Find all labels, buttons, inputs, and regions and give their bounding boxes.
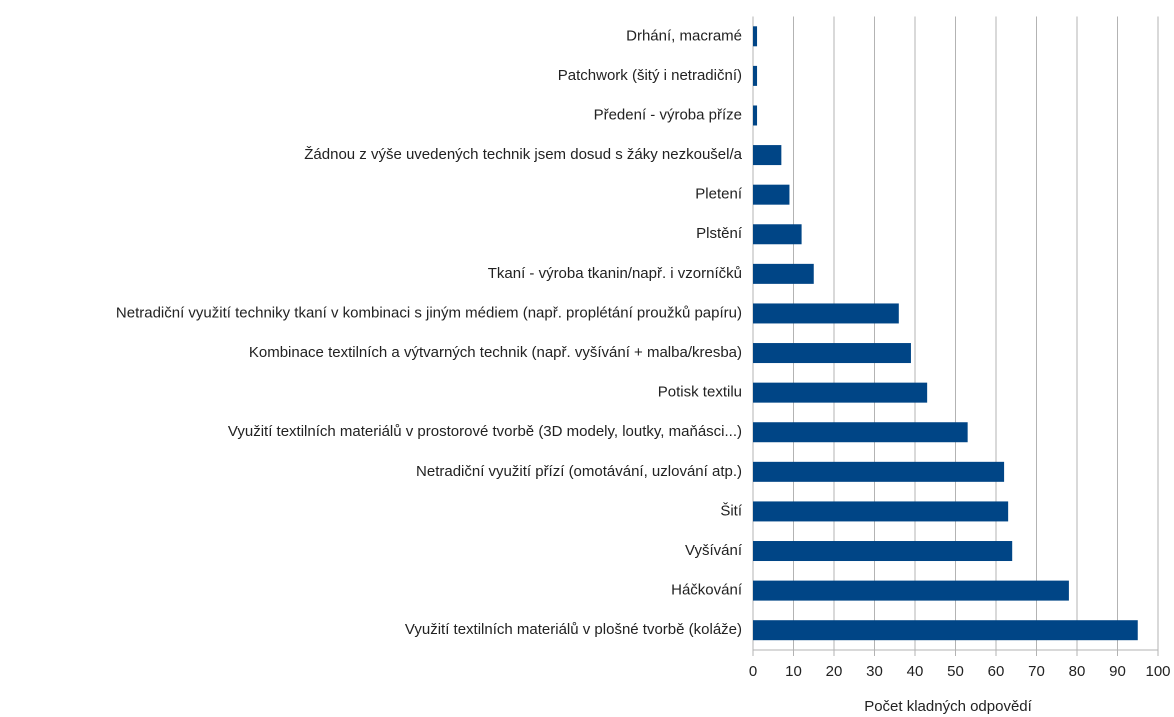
- x-tick-label: 20: [826, 663, 843, 680]
- bar: [753, 580, 1069, 601]
- y-tick-label: Využití textilních materiálů v plošné tv…: [405, 621, 742, 638]
- y-tick-label: Šití: [720, 502, 743, 519]
- x-tick-label: 80: [1069, 663, 1086, 680]
- bar: [753, 303, 899, 324]
- y-tick-label: Kombinace textilních a výtvarných techni…: [249, 344, 742, 361]
- bar: [753, 224, 802, 245]
- x-tick-label: 40: [907, 663, 924, 680]
- y-tick-label: Netradiční využití techniky tkaní v komb…: [116, 304, 742, 321]
- y-tick-label: Žádnou z výše uvedených technik jsem dos…: [304, 146, 742, 163]
- bar: [753, 422, 968, 443]
- y-tick-label: Potisk textilu: [658, 384, 742, 401]
- y-tick-label: Vyšívání: [685, 542, 743, 559]
- bar: [753, 343, 911, 364]
- bar: [753, 65, 758, 86]
- x-tick-label: 70: [1028, 663, 1045, 680]
- y-tick-label: Využití textilních materiálů v prostorov…: [228, 423, 742, 440]
- bar: [753, 184, 790, 205]
- y-tick-label: Drhání, macramé: [626, 27, 742, 44]
- bar: [753, 263, 814, 284]
- y-tick-label: Netradiční využití přízí (omotávání, uzl…: [416, 463, 742, 480]
- x-tick-label: 100: [1145, 663, 1170, 680]
- y-tick-label: Tkaní - výroba tkanin/např. i vzorníčků: [488, 265, 742, 282]
- y-tick-label: Pletení: [695, 186, 743, 203]
- x-tick-label: 50: [947, 663, 964, 680]
- y-tick-label: Háčkování: [671, 582, 743, 599]
- bar: [753, 382, 928, 403]
- bar: [753, 461, 1005, 482]
- bar: [753, 541, 1013, 562]
- x-tick-label: 30: [866, 663, 883, 680]
- x-tick-label: 60: [988, 663, 1005, 680]
- bar: [753, 26, 758, 47]
- x-tick-label: 10: [785, 663, 802, 680]
- bar: [753, 501, 1009, 522]
- bar: [753, 620, 1138, 641]
- x-tick-label: 90: [1109, 663, 1126, 680]
- x-axis-label: Počet kladných odpovědí: [864, 698, 1032, 715]
- x-tick-label: 0: [749, 663, 757, 680]
- y-tick-label: Plstění: [696, 225, 743, 242]
- y-tick-label: Patchwork (šitý i netradiční): [558, 67, 742, 84]
- y-tick-label: Předení - výroba příze: [594, 106, 742, 123]
- bar: [753, 105, 758, 126]
- bar: [753, 145, 782, 166]
